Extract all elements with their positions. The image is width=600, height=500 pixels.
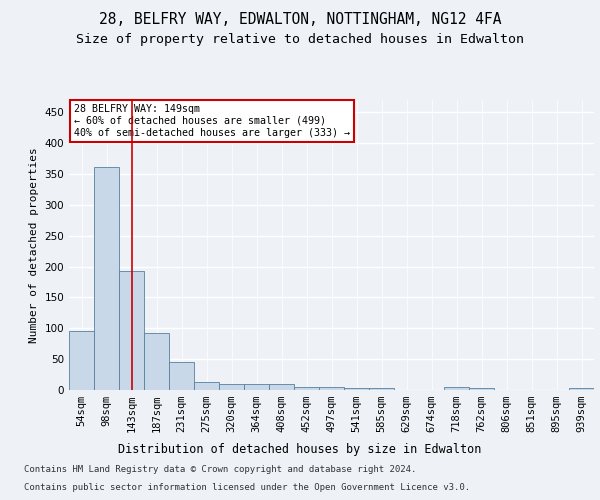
Bar [294,387,319,390]
Bar [69,331,94,390]
Bar [319,387,344,390]
Bar [369,388,394,390]
Bar [119,271,144,390]
Y-axis label: Number of detached properties: Number of detached properties [29,147,39,343]
Bar [569,388,594,390]
Bar [144,332,169,390]
Bar [94,166,119,390]
Bar [444,387,469,390]
Bar [469,388,494,390]
Text: 28 BELFRY WAY: 149sqm
← 60% of detached houses are smaller (499)
40% of semi-det: 28 BELFRY WAY: 149sqm ← 60% of detached … [74,104,350,138]
Bar [219,384,244,390]
Bar [269,384,294,390]
Text: Contains HM Land Registry data © Crown copyright and database right 2024.: Contains HM Land Registry data © Crown c… [24,465,416,474]
Text: 28, BELFRY WAY, EDWALTON, NOTTINGHAM, NG12 4FA: 28, BELFRY WAY, EDWALTON, NOTTINGHAM, NG… [99,12,501,28]
Text: Size of property relative to detached houses in Edwalton: Size of property relative to detached ho… [76,32,524,46]
Text: Contains public sector information licensed under the Open Government Licence v3: Contains public sector information licen… [24,483,470,492]
Bar [194,382,219,390]
Bar [244,384,269,390]
Bar [344,388,369,390]
Bar [169,362,194,390]
Text: Distribution of detached houses by size in Edwalton: Distribution of detached houses by size … [118,442,482,456]
